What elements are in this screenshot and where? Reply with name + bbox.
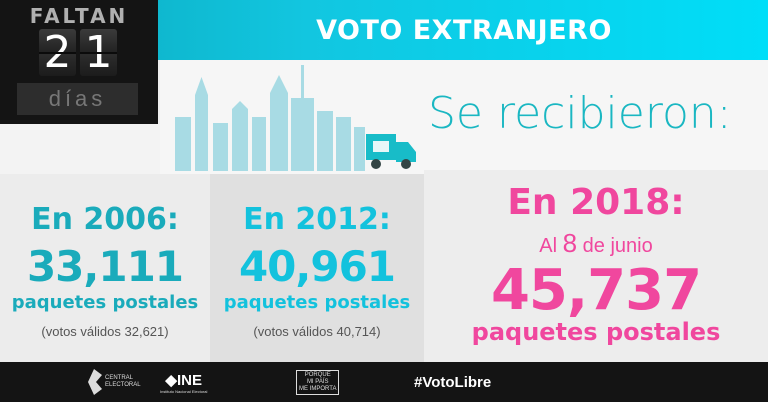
footer: CENTRAL ELECTORAL ◆INE Instituto Nacional… <box>0 362 768 402</box>
hero <box>160 60 768 174</box>
year-label: En 2012: <box>243 202 391 237</box>
valid-votes: (votos válidos 40,714) <box>253 324 381 339</box>
city-skyline-icon <box>175 65 365 171</box>
valid-votes: (votos válidos 32,621) <box>41 324 169 339</box>
stat-panel-2018: En 2018: Al 8 de junio 45,737 paquetes p… <box>424 170 768 362</box>
delivery-truck-icon <box>366 134 416 169</box>
countdown-label: FALTAN <box>29 4 129 28</box>
background-band <box>0 124 160 174</box>
count: 33,111 <box>26 242 184 291</box>
header-title: VOTO EXTRANJERO <box>316 14 612 46</box>
year-label: En 2018: <box>507 182 685 223</box>
porque-mi-pais-logo: PORQUE MI PAÍS ME IMPORTA <box>296 362 340 402</box>
ine-icon: ◆ <box>165 371 177 389</box>
count: 40,961 <box>238 242 396 291</box>
year-label: En 2006: <box>31 202 179 237</box>
stat-panel-2012: En 2012: 40,961 paquetes postales (votos… <box>210 174 424 362</box>
unit: paquetes postales <box>223 292 411 313</box>
countdown-unit: días <box>17 83 138 115</box>
central-electoral-logo: CENTRAL ELECTORAL <box>86 362 141 402</box>
unit: paquetes postales <box>11 292 199 313</box>
count: 45,737 <box>490 258 702 323</box>
stat-panel-2006: En 2006: 33,111 paquetes postales (votos… <box>0 174 210 362</box>
hero-title: Se recibieron: <box>428 88 732 139</box>
date-line: Al 8 de junio <box>539 228 653 258</box>
countdown-digit: 2 <box>39 29 76 76</box>
countdown-digit: 1 <box>80 29 117 76</box>
hashtag: #VotoLibre <box>414 373 492 391</box>
countdown: FALTAN 2 1 días <box>0 0 158 124</box>
central-electoral-icon <box>88 369 102 395</box>
ine-logo: ◆INE Instituto Nacional Electoral <box>160 371 208 394</box>
unit: paquetes postales <box>471 318 721 346</box>
